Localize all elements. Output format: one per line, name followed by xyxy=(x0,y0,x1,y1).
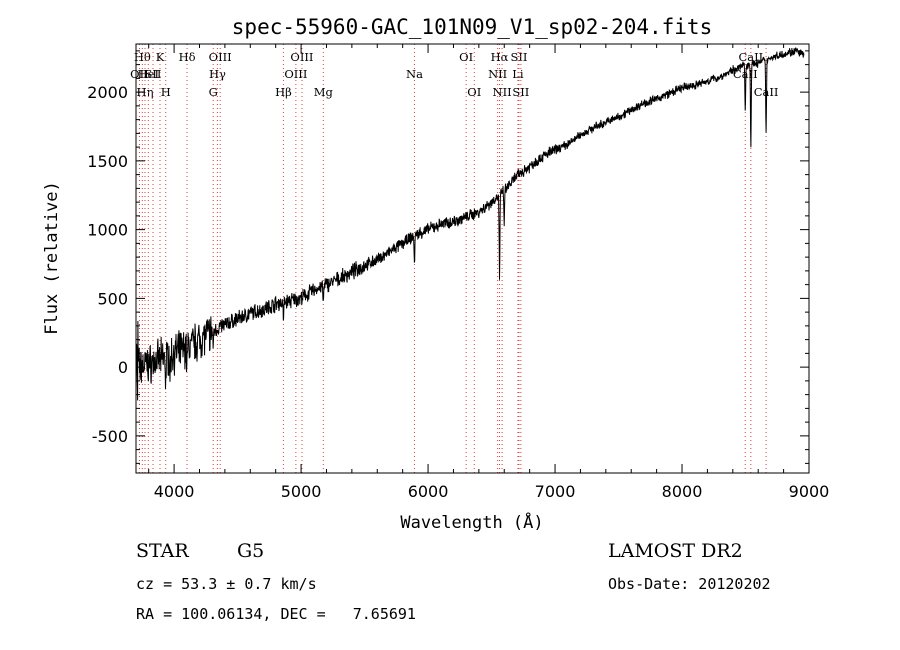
y-tick-label: 0 xyxy=(118,358,128,377)
line-marker-label: OIII xyxy=(209,50,232,64)
line-marker-label: SII xyxy=(145,67,162,81)
redshift-velocity: cz = 53.3 ± 0.7 km/s xyxy=(136,575,317,593)
line-marker-label: Hη xyxy=(137,85,154,99)
x-tick-label: 5000 xyxy=(281,482,322,501)
observation-date: Obs-Date: 20120202 xyxy=(608,575,771,593)
line-marker-label: Na xyxy=(406,67,423,81)
x-tick-label: 9000 xyxy=(789,482,830,501)
x-tick-label: 8000 xyxy=(662,482,703,501)
line-marker-label: K xyxy=(156,50,165,64)
line-marker-label: H xyxy=(161,85,171,99)
spectrum-layer xyxy=(135,47,805,401)
line-marker-label: NII xyxy=(493,85,512,99)
line-marker-label: Mg xyxy=(314,85,334,99)
survey-name: LAMOST DR2 xyxy=(608,540,743,562)
line-marker-label: Hβ xyxy=(275,85,292,99)
x-tick-label: 7000 xyxy=(535,482,576,501)
line-marker-label: HeI xyxy=(138,67,159,81)
line-marker-label: Hδ xyxy=(179,50,196,64)
line-marker-label: SII xyxy=(512,85,529,99)
y-tick-label: 500 xyxy=(97,289,128,308)
line-marker-label: OIII xyxy=(284,67,307,81)
y-tick-label: 1500 xyxy=(87,152,128,171)
line-marker-label: Hγ xyxy=(209,67,226,81)
axis-ticks: 4000 5000 6000 7000 8000 9000 -500 0 500 1000 1500… xyxy=(87,44,829,501)
line-marker-label: OI xyxy=(467,85,481,99)
line-marker-label: CaII xyxy=(754,85,779,99)
line-marker-label: SII xyxy=(510,50,527,64)
chart-title: spec-55960-GAC_101N09_V1_sp02-204.fits xyxy=(232,15,712,39)
x-tick-label: 4000 xyxy=(154,482,195,501)
y-tick-label: -500 xyxy=(92,427,128,446)
line-marker-label: Li xyxy=(512,67,524,81)
line-marker-label: OII xyxy=(130,67,149,81)
line-marker-label: NII xyxy=(488,67,507,81)
object-subclass: G5 xyxy=(237,540,265,562)
plot-frame xyxy=(135,43,810,474)
x-tick-label: 6000 xyxy=(408,482,449,501)
line-marker-label: OIII xyxy=(290,50,313,64)
line-marker-label: Hθ xyxy=(134,50,151,64)
line-marker-label: OI xyxy=(459,50,473,64)
line-markers: OIIHθHηHeISIIKHHδGHγOIIIHβOIIIOIIIMgNaOI… xyxy=(130,44,778,473)
object-class: STAR xyxy=(136,540,189,562)
line-marker-label: G xyxy=(209,85,218,99)
x-axis-label: Wavelength (Å) xyxy=(400,511,543,533)
coordinates: RA = 100.06134, DEC = 7.65691 xyxy=(136,605,416,623)
line-marker-label: Hα xyxy=(491,50,509,64)
spectrum-series xyxy=(135,47,805,401)
y-tick-label: 2000 xyxy=(87,83,128,102)
y-axis-label: Flux (relative) xyxy=(42,181,62,335)
y-tick-label: 1000 xyxy=(87,221,128,240)
